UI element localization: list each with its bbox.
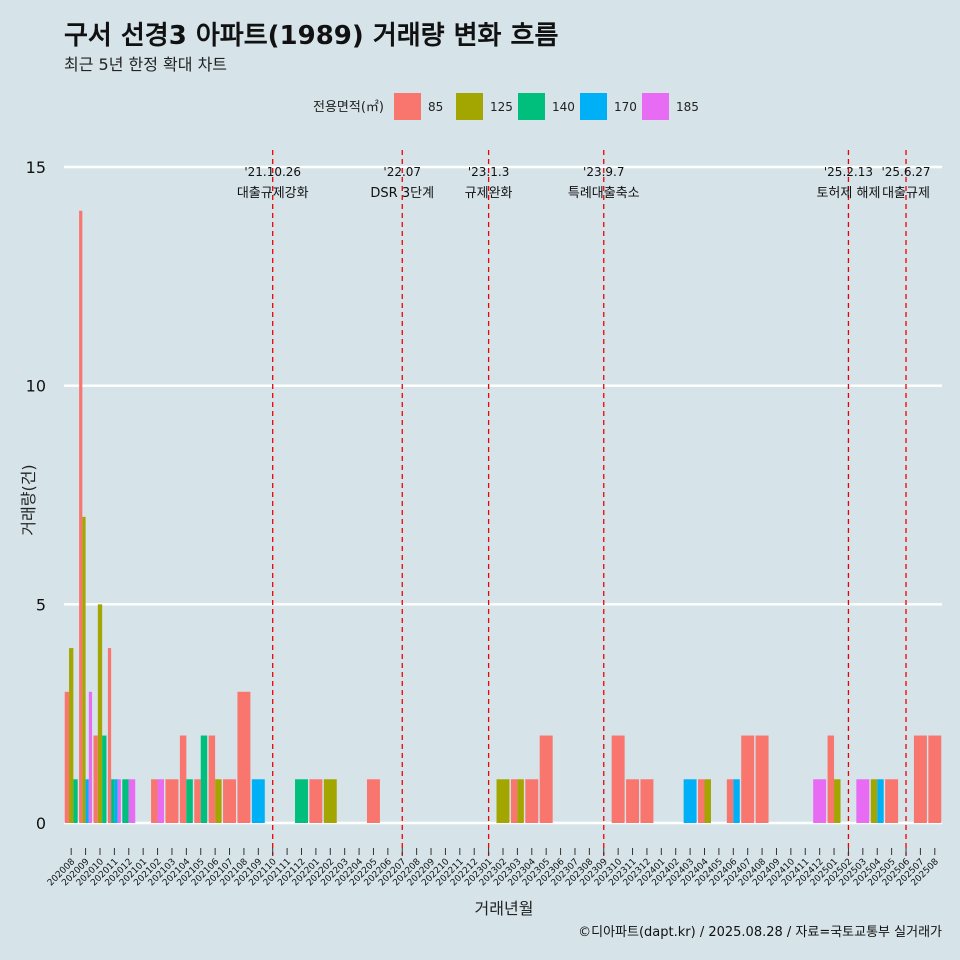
event-date-label: '23.9.7: [583, 165, 624, 179]
legend-swatch-170: [580, 93, 607, 120]
bar-125-202010: [97, 604, 103, 823]
bar-85-202407: [741, 735, 755, 823]
y-axis-title: 거래량(건): [19, 464, 38, 535]
bar-140-202010: [102, 735, 107, 823]
legend-swatch-125: [456, 93, 483, 120]
bar-140-202104: [186, 779, 193, 823]
bar-140-202105: [200, 735, 208, 823]
bar-85-202406: [726, 779, 734, 823]
event-date-label: '21.10.26: [244, 165, 301, 179]
bar-170-202109: [251, 779, 265, 823]
bar-85-202103: [165, 779, 179, 823]
bars: [64, 210, 942, 823]
event-date-label: '23.1.3: [468, 165, 509, 179]
event-label: 대출규제: [882, 186, 930, 201]
event-date-label: '25.2.13: [824, 165, 873, 179]
bar-125-202501: [834, 779, 841, 823]
y-tick-label: 0: [36, 814, 46, 833]
bar-140-202008: [73, 779, 78, 823]
bar-140-202112: [295, 779, 308, 823]
chart-title: 구서 선경3 아파트(1989) 거래량 변화 흐름: [64, 21, 558, 51]
bar-85-202008: [64, 691, 70, 823]
bar-140-202011: [111, 779, 115, 823]
bar-140-202012: [122, 779, 129, 823]
y-tick-label: 15: [26, 158, 46, 177]
bar-185-202009: [88, 691, 93, 823]
legend-label: 185: [676, 100, 699, 114]
legend-label: 125: [490, 100, 513, 114]
bar-85-202011: [107, 648, 112, 823]
bar-170-202406: [733, 779, 740, 823]
bar-125-202404: [704, 779, 711, 823]
bar-85-202408: [755, 735, 769, 823]
bar-85-202105: [194, 779, 201, 823]
bar-185-202012: [128, 779, 136, 823]
bar-85-202009: [79, 210, 83, 823]
y-tick-label: 10: [26, 377, 46, 396]
bar-85-202303: [510, 779, 518, 823]
x-axis: 2020082020092020102020112020122021012021…: [46, 848, 941, 888]
bar-85-202304: [525, 779, 539, 823]
legend-title: 전용면적(㎡): [313, 100, 384, 115]
legend-label: 85: [428, 100, 443, 114]
legend-swatch-85: [394, 93, 421, 120]
bar-85-202310: [611, 735, 625, 823]
legend-swatch-140: [518, 93, 545, 120]
chart-subtitle: 최근 5년 한정 확대 차트: [64, 55, 227, 74]
event-label: 토허제 해제: [816, 186, 880, 201]
bar-85-202311: [626, 779, 640, 823]
bar-85-202102: [151, 779, 158, 823]
bar-85-202104: [179, 735, 187, 823]
bar-85-202106: [208, 735, 216, 823]
bar-125-202009: [82, 516, 86, 823]
bar-185-202102: [157, 779, 165, 823]
bar-85-202205: [366, 779, 380, 823]
bar-170-202504: [877, 779, 884, 823]
bar-170-202403: [683, 779, 697, 823]
bar-125-202008: [69, 648, 74, 823]
bar-170-202009: [85, 779, 89, 823]
grid-lines: [64, 165, 942, 825]
bar-85-202312: [640, 779, 654, 823]
event-label: DSR 3단계: [370, 186, 434, 201]
y-axis: 0 5 10 15: [26, 158, 46, 833]
legend: 전용면적(㎡) 85 125 140 170 185: [313, 93, 699, 120]
legend-swatch-185: [642, 93, 669, 120]
bar-125-202202: [323, 779, 337, 823]
event-label: 규제완화: [465, 186, 513, 201]
bar-170-202011: [114, 779, 118, 823]
bar-85-202107: [223, 779, 237, 823]
bar-85-202108: [237, 691, 251, 823]
bar-85-202505: [885, 779, 899, 823]
bar-125-202303: [517, 779, 524, 823]
source-caption: ©디아파트(dapt.kr) / 2025.08.28 / 자료=국토교통부 실…: [578, 925, 942, 940]
x-axis-title: 거래년월: [475, 899, 534, 918]
y-tick-label: 5: [36, 595, 46, 614]
bar-125-202106: [215, 779, 222, 823]
event-label: 특례대출축소: [568, 186, 640, 201]
bar-85-202201: [309, 779, 323, 823]
bar-185-202011: [117, 779, 121, 823]
legend-label: 170: [614, 100, 637, 114]
bar-185-202412: [813, 779, 827, 823]
bar-85-202507: [913, 735, 927, 823]
bar-125-202302: [496, 779, 510, 823]
bar-85-202501: [827, 735, 835, 823]
bar-185-202503: [856, 779, 870, 823]
bar-85-202305: [539, 735, 553, 823]
legend-label: 140: [552, 100, 575, 114]
bar-85-202404: [698, 779, 705, 823]
bar-125-202504: [870, 779, 878, 823]
event-date-label: '22.07: [383, 165, 421, 179]
bar-85-202010: [93, 735, 98, 823]
event-date-label: '25.6.27: [881, 165, 930, 179]
bar-85-202508: [928, 735, 942, 823]
event-markers: '21.10.26 대출규제강화 '22.07 DSR 3단계 '23.1.3 규제완화 '…: [237, 150, 931, 856]
event-label: 대출규제강화: [237, 186, 309, 201]
